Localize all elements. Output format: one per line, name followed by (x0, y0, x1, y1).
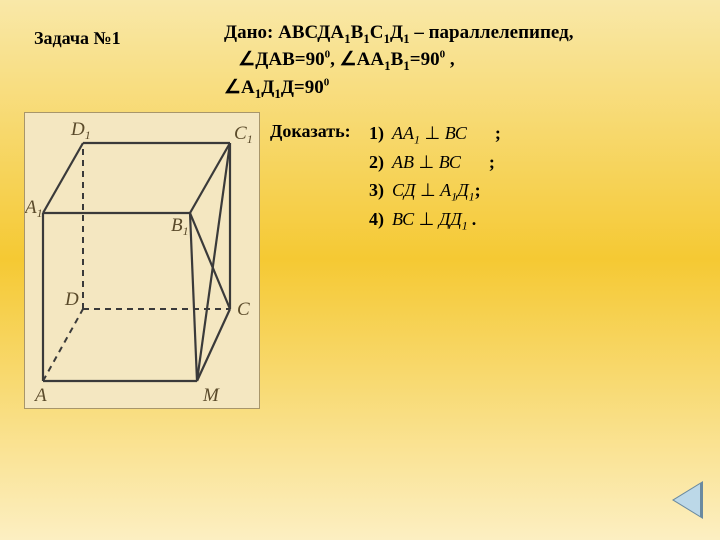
t: Д (261, 77, 274, 98)
sup: 0 (324, 76, 330, 88)
lbl-d1: D (70, 119, 85, 140)
num: 2) (358, 150, 384, 175)
prove-item-1: 1) АА1 ⊥ ВС ; (358, 121, 501, 148)
t: =90 (410, 49, 440, 70)
given-block: Дано: АВСДА1В1С1Д1 – параллелепипед, ∠ДА… (224, 20, 704, 102)
a: АВ (392, 152, 414, 172)
angle-dab: ∠ДАВ=90 (238, 49, 324, 70)
prove-list: 1) АА1 ⊥ ВС ; 2) АВ ⊥ ВС ; 3) СД ⊥ А1Д1;… (358, 121, 501, 236)
angle-a1d1d: ∠А (224, 77, 255, 98)
b2: Д (457, 180, 468, 200)
lbl-b1: B (171, 215, 183, 236)
prove-item-2: 2) АВ ⊥ ВС ; (358, 150, 501, 175)
lbl-m: M (202, 385, 220, 406)
tail: ; (495, 121, 501, 146)
b: ВС (445, 123, 467, 143)
parallelepiped-figure: D1 C1 A1 B1 D C A M (24, 112, 260, 409)
lbl-c: C (237, 299, 250, 320)
num: 3) (358, 178, 384, 203)
t: – параллелепипед, (410, 22, 574, 43)
a: АА (392, 123, 414, 143)
t: Д=90 (281, 77, 324, 98)
b: ДД (439, 209, 462, 229)
lbl-a: A (33, 385, 47, 406)
tail: ; (489, 150, 495, 175)
parallelepiped-svg: D1 C1 A1 B1 D C A M (25, 113, 259, 408)
t: С (370, 22, 384, 43)
prove-item-4: 4) ВС ⊥ ДД1 . (358, 207, 501, 234)
lbl-a1: A (25, 197, 37, 218)
perp-icon: ⊥ (419, 209, 435, 229)
svg-text:C1: C1 (234, 123, 253, 146)
expr: АА1 ⊥ ВС (392, 121, 467, 148)
svg-text:B1: B1 (171, 215, 189, 238)
problem-title: Задача №1 (34, 28, 121, 49)
b: А (440, 180, 451, 200)
bs: 1 (462, 219, 468, 233)
nav-prev-button[interactable] (674, 484, 700, 516)
prove-label: Доказать: (270, 121, 351, 142)
b: ВС (439, 152, 461, 172)
perp-icon: ⊥ (420, 180, 436, 200)
t: , (445, 49, 455, 70)
lbl-a1s: 1 (37, 206, 43, 220)
lbl-c1: C (234, 123, 247, 144)
as: 1 (414, 133, 420, 147)
svg-text:A1: A1 (25, 197, 43, 220)
t: Д (390, 22, 403, 43)
t: , ∠АА (330, 49, 384, 70)
lbl-b1s: 1 (183, 224, 189, 238)
lbl-d1s: 1 (85, 128, 91, 142)
svg-text:D1: D1 (70, 119, 91, 142)
given-text: Дано: АВСДА (224, 22, 344, 43)
lbl-c1s: 1 (247, 132, 253, 146)
expr: СД ⊥ А1Д1 (392, 178, 475, 205)
tail: . (472, 207, 477, 232)
num: 1) (358, 121, 384, 146)
lbl-d: D (64, 289, 79, 310)
t: В (351, 22, 364, 43)
expr: АВ ⊥ ВС (392, 150, 461, 175)
expr: ВС ⊥ ДД1 (392, 207, 468, 234)
tail: ; (475, 178, 481, 203)
prove-item-3: 3) СД ⊥ А1Д1; (358, 178, 501, 205)
perp-icon: ⊥ (425, 123, 441, 143)
t: В (391, 49, 404, 70)
perp-icon: ⊥ (419, 152, 435, 172)
num: 4) (358, 207, 384, 232)
a: ВС (392, 209, 414, 229)
a: СД (392, 180, 415, 200)
